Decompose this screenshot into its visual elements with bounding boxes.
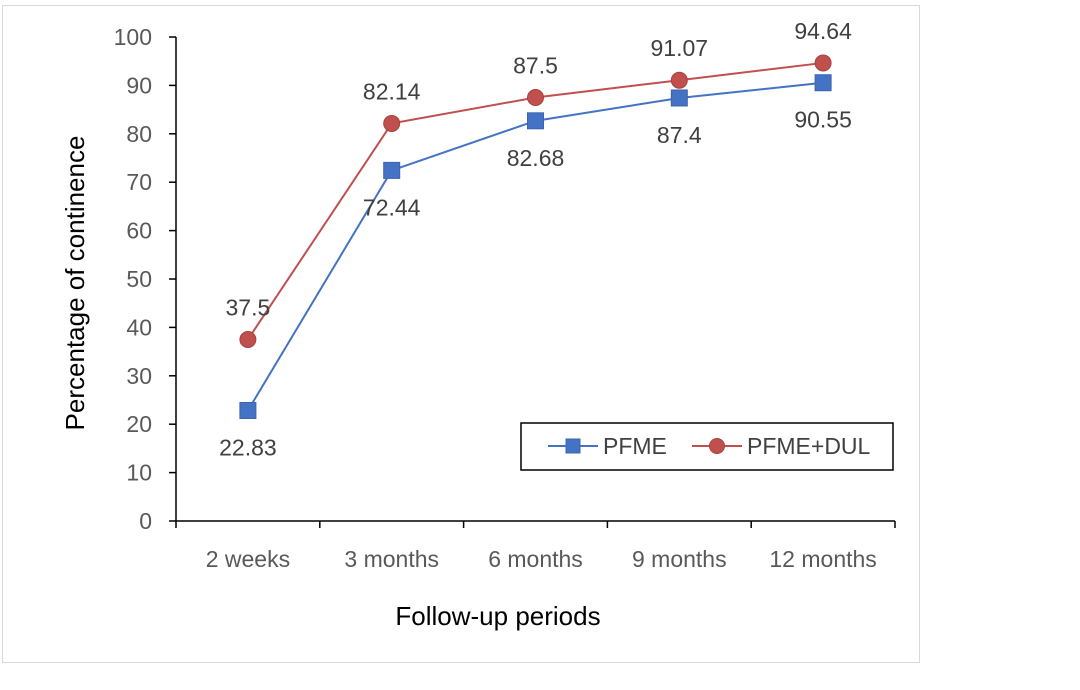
x-tick-label: 12 months [769, 546, 876, 572]
data-point-pfme [527, 112, 544, 130]
x-tick-label: 2 weeks [206, 546, 290, 572]
y-tick-label: 70 [126, 169, 152, 195]
data-label-pfme-dul: 94.64 [794, 18, 852, 44]
legend-marker-pfme-dul [709, 438, 725, 454]
data-labels: 22.83 72.44 82.68 87.4 90.55 37.5 82.14 87.5 91.… [219, 18, 852, 461]
series-line-pfme [247, 81, 824, 412]
x-tick-label: 3 months [344, 546, 439, 572]
y-tick-label: 100 [114, 24, 152, 50]
x-tick-label: 6 months [488, 546, 583, 572]
y-tick-label: 30 [126, 363, 152, 389]
chart-frame [2, 5, 920, 663]
data-label-pfme: 82.68 [507, 145, 565, 171]
y-axis-title: Percentage of continence [60, 136, 90, 431]
series-layer [239, 54, 832, 420]
data-label-pfme-dul: 82.14 [363, 78, 421, 104]
data-point-pfme [383, 161, 401, 179]
data-point-pfme [239, 402, 257, 420]
y-axis-ticks: 0 10 20 30 40 50 60 70 80 90 100 [114, 24, 176, 534]
data-point-pfme-dul [670, 71, 688, 89]
data-label-pfme: 22.83 [219, 435, 277, 461]
data-point-pfme-dul [383, 114, 401, 132]
data-label-pfme: 72.44 [363, 194, 421, 220]
data-label-pfme: 87.4 [657, 122, 702, 148]
data-point-pfme-dul [814, 54, 832, 72]
data-point-pfme-dul [239, 331, 257, 348]
legend-label-pfme: PFME [603, 433, 667, 459]
y-tick-label: 90 [126, 72, 152, 98]
x-axis-title: Follow-up periods [395, 601, 600, 631]
y-tick-label: 60 [126, 218, 152, 244]
legend-marker-pfme [565, 438, 581, 454]
y-tick-label: 80 [126, 121, 152, 147]
x-tick-label: 9 months [632, 546, 727, 572]
data-point-pfme [670, 89, 688, 107]
data-label-pfme-dul: 87.5 [513, 53, 558, 79]
data-label-pfme-dul: 91.07 [651, 35, 709, 61]
y-tick-label: 50 [126, 266, 152, 292]
data-label-pfme: 90.55 [794, 107, 852, 133]
data-point-pfme [814, 74, 832, 92]
y-tick-label: 20 [126, 411, 152, 437]
legend: PFME PFME+DUL [520, 422, 894, 471]
x-axis-ticks: 2 weeks 3 months 6 months 9 months 12 months [175, 521, 896, 572]
legend-label-pfme-dul: PFME+DUL [747, 433, 871, 459]
y-tick-label: 0 [139, 508, 152, 534]
data-point-pfme-dul [527, 89, 544, 106]
y-tick-label: 10 [126, 460, 152, 486]
y-tick-label: 40 [126, 314, 152, 340]
data-label-pfme-dul: 37.5 [226, 295, 271, 321]
